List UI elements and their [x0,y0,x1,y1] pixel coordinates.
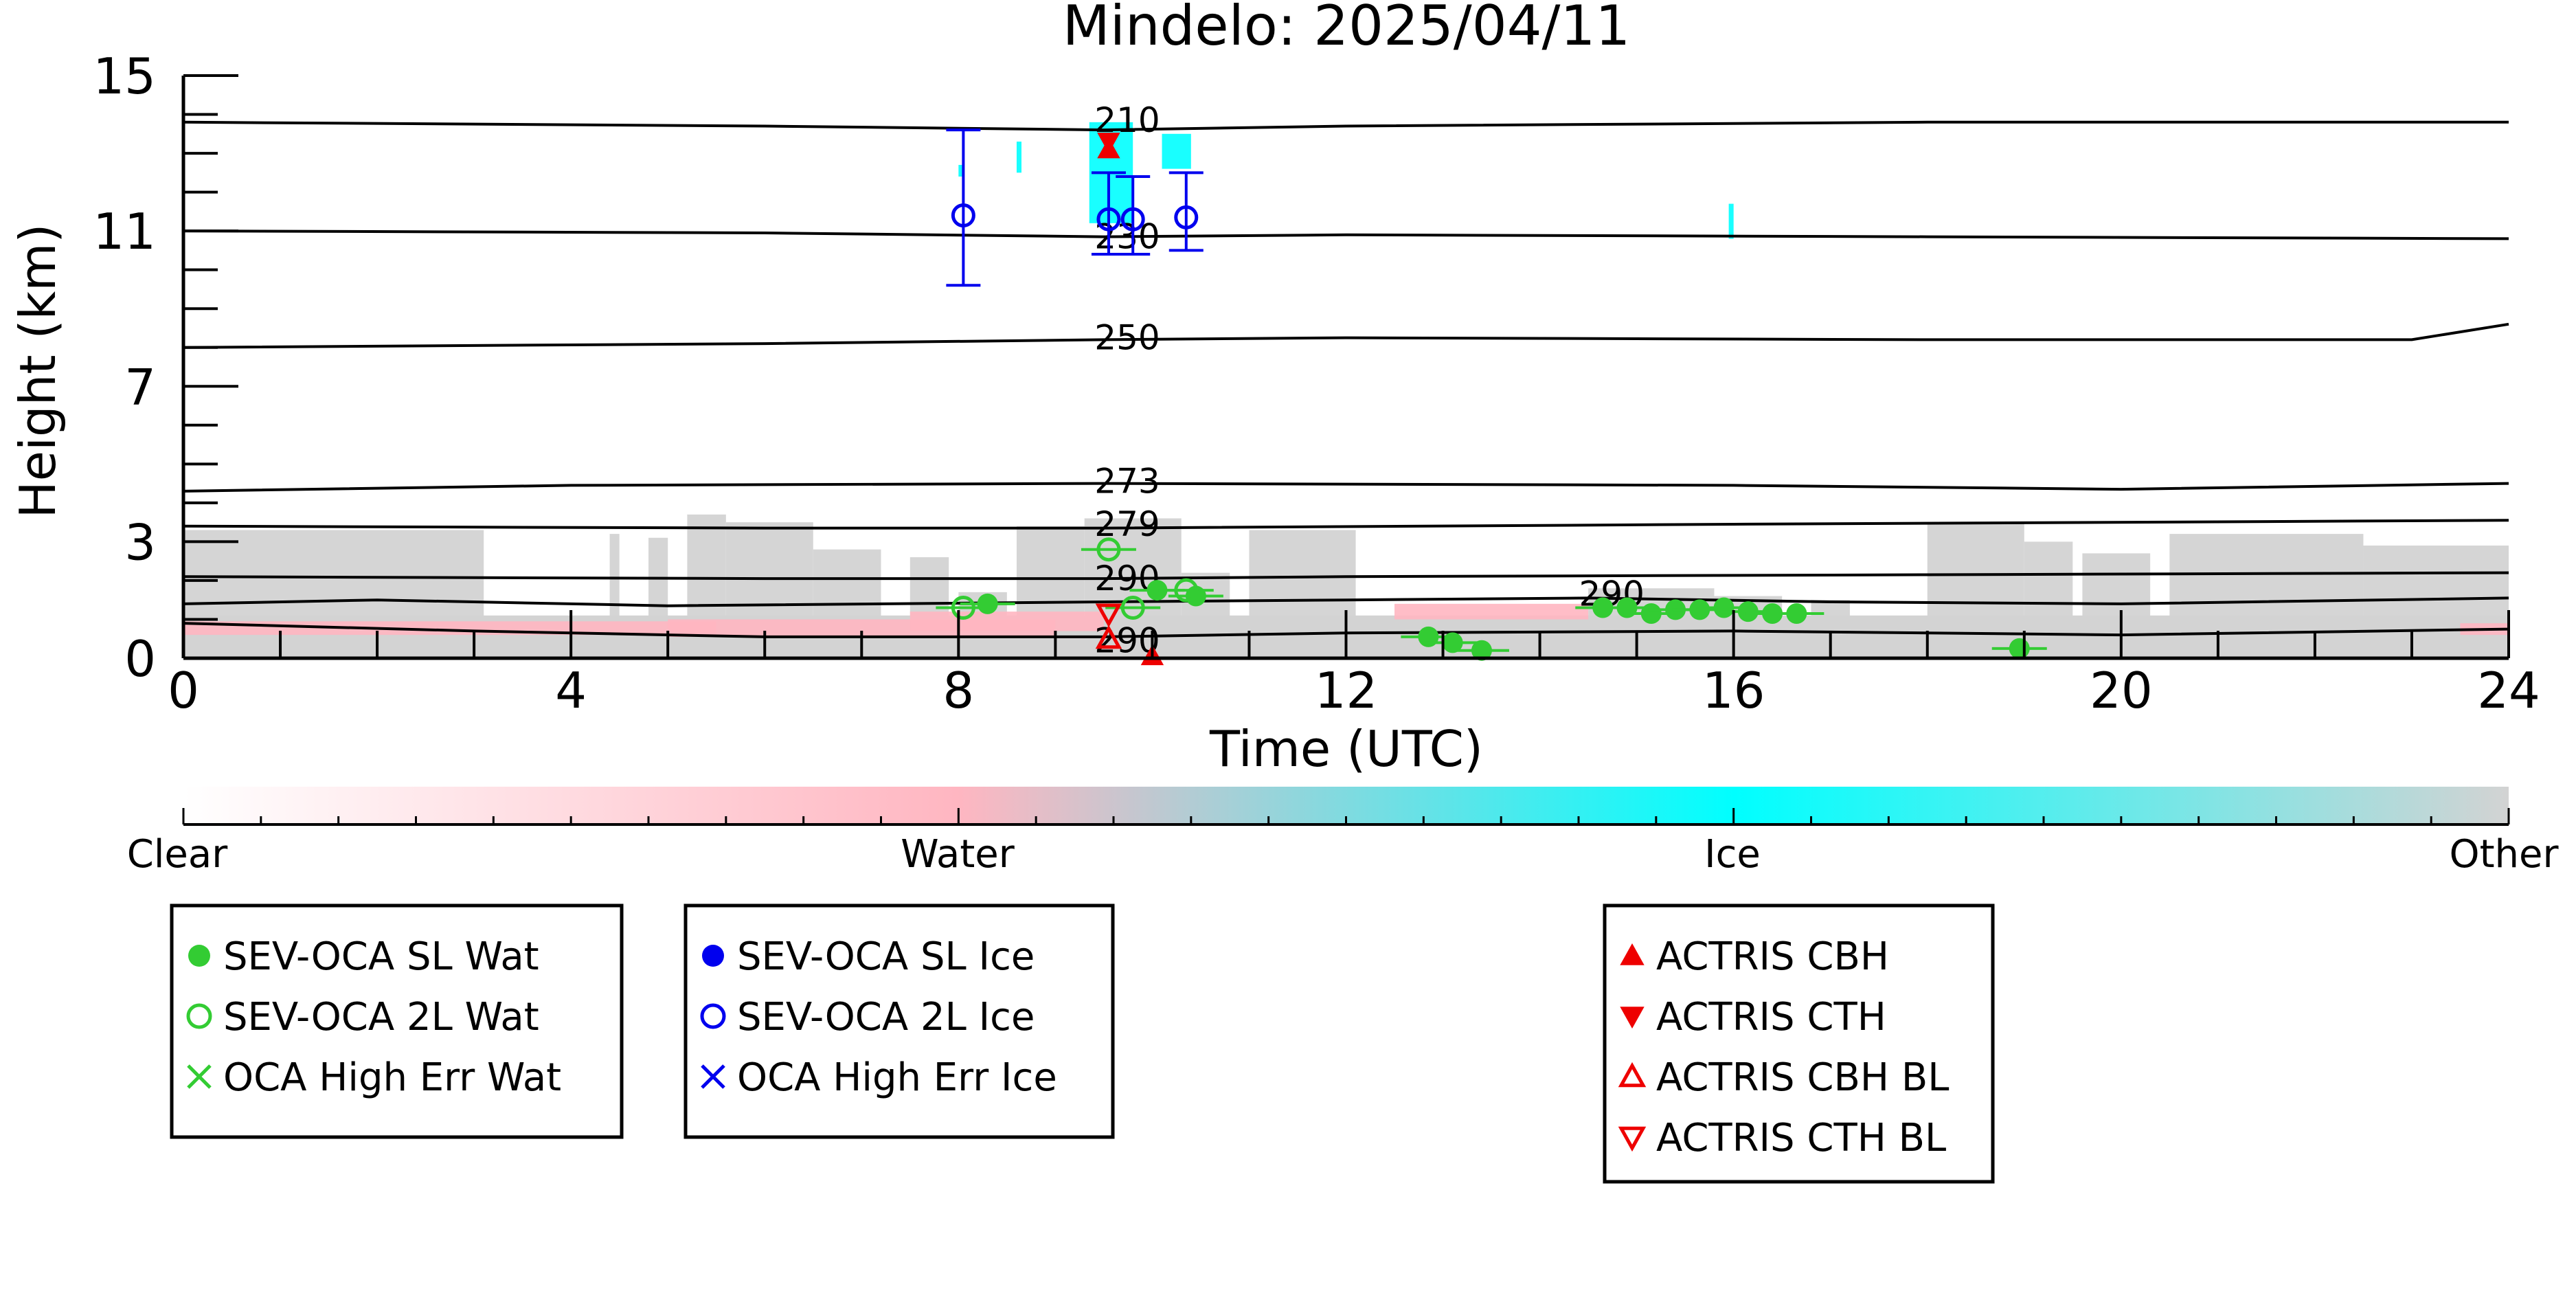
marker-sev-oca-2l-ice-2 [1120,207,1145,232]
contour-line-290-5 [183,571,2509,581]
marker-actris-cth-0 [1097,133,1120,154]
contour-line-230-1 [183,229,2509,240]
marker-sev-oca-sl-wat-9 [1689,599,1710,620]
legend-marker-actris-cth-bl [1618,1126,1647,1152]
legend-label-actris-cbh-bl: ACTRIS CBH BL [1656,1055,1949,1100]
contour-label-3: 273 [1094,462,1160,502]
legend-label-sev-oca-2l-wat: SEV-OCA 2L Wat [223,995,539,1040]
contour-line-290-7 [183,622,2509,638]
legend-label-sev-oca-sl-ice: SEV-OCA SL Ice [737,934,1035,979]
legend-marker-sev-oca-sl-wat [188,945,210,967]
marker-sev-oca-2l-wat-1 [1096,537,1121,562]
legend-label-actris-cth: ACTRIS CTH [1656,995,1886,1040]
marker-sev-oca-sl-wat-11 [1737,601,1759,622]
marker-sev-oca-sl-wat-0 [977,593,998,614]
x-tick-label-8: 8 [942,662,974,719]
contour-line-273-3 [183,482,2509,493]
contour-line-279-4 [183,519,2509,530]
colorbar-label-ice: Ice [1704,832,1761,877]
x-tick-label-20: 20 [2090,662,2153,719]
marker-sev-oca-2l-wat-0 [951,596,975,620]
y-axis-label: Height (km) [9,224,67,519]
marker-sev-oca-2l-ice-0 [951,203,975,228]
x-tick-label-4: 4 [555,662,587,719]
contour-line-290-6 [183,596,2509,607]
y-tick-label-7: 7 [124,358,156,416]
legend-label-actris-cbh: ACTRIS CBH [1656,934,1889,979]
cloud-ice-region-1 [1016,142,1022,173]
marker-sev-oca-sl-wat-6 [1616,597,1638,618]
marker-sev-oca-sl-wat-10 [1713,597,1735,618]
x-tick-label-12: 12 [1315,662,1378,719]
y-tick-label-0: 0 [124,630,156,688]
cloud-ice-region-0 [958,165,964,177]
cloud-water-region-3 [1394,603,1589,620]
contour-label-2: 250 [1094,317,1160,357]
colorbar: Clear Water Ice Other [127,787,2559,877]
legend-box-1 [683,903,1115,1139]
x-axis-label: Time (UTC) [1209,720,1483,778]
colorbar-ticks [182,808,2510,824]
colorbar-label-other: Other [2449,832,2559,877]
contour-label-4: 279 [1094,504,1160,544]
legend-marker-sev-oca-2l-wat [186,1003,212,1029]
x-tick-label-24: 24 [2477,662,2540,719]
contour-line-250-2 [183,322,2509,349]
y-tick-label-11: 11 [93,203,156,260]
marker-actris-cbh-bl-0 [1095,625,1122,649]
x-tick-label-16: 16 [1702,662,1765,719]
legend-group: SEV-OCA SL Wat SEV-OCA 2L Wat OCA High Err… [170,903,1995,1184]
legend-label-sev-oca-2l-ice: SEV-OCA 2L Ice [737,995,1035,1040]
contour-line-210-0 [183,120,2509,132]
marker-sev-oca-sl-wat-2 [1418,626,1439,647]
marker-sev-oca-2l-wat-2 [1120,596,1145,620]
data-markers [936,128,2047,666]
colorbar-label-clear: Clear [127,832,228,877]
marker-sev-oca-sl-wat-4 [1471,640,1492,661]
legend-marker-sev-oca-sl-ice [702,945,724,967]
cloud-water-region-2 [909,611,1104,631]
legend-box-0 [170,903,624,1139]
legend-marker-oca-high-err-wat [187,1064,212,1089]
legend-marker-sev-oca-2l-ice [700,1003,726,1029]
legend-label-sev-oca-sl-wat: SEV-OCA SL Wat [223,934,539,979]
marker-sev-oca-2l-wat-3 [1174,578,1199,603]
marker-sev-oca-2l-ice-1 [1096,207,1121,232]
legend-marker-actris-cbh-bl [1618,1062,1647,1088]
cloud-water-region-0 [183,621,716,636]
legend-label-actris-cth-bl: ACTRIS CTH BL [1656,1116,1946,1160]
plot-axes: 0 3 7 11 15 0 4 8 12 16 20 24 [93,47,2540,719]
legend-label-oca-high-err-wat: OCA High Err Wat [223,1055,561,1100]
marker-sev-oca-2l-ice-3 [1174,205,1199,229]
legend-marker-actris-cth [1620,1007,1645,1029]
y-tick-label-15: 15 [93,47,156,105]
legend-box-2 [1603,903,1995,1184]
marker-sev-oca-sl-wat-3 [1442,632,1463,653]
marker-actris-cth-bl-0 [1095,603,1122,628]
contour-label-1: 230 [1094,216,1160,256]
y-tick-label-3: 3 [124,513,156,571]
x-tick-label-0: 0 [168,662,199,719]
legend-marker-oca-high-err-ice [701,1064,725,1089]
cloud-ice-region-3 [1162,133,1191,169]
marker-sev-oca-sl-wat-14 [2009,638,2030,659]
colorbar-label-water: Water [901,832,1015,877]
marker-sev-oca-sl-wat-1 [1146,580,1168,601]
marker-sev-oca-sl-wat-13 [1786,603,1807,624]
cloud-ice-region-4 [1728,203,1734,239]
chart-title: Mindelo: 2025/04/11 [1063,0,1631,58]
marker-sev-oca-sl-wat-7 [1640,603,1662,624]
legend-marker-actris-cbh [1620,943,1645,965]
legend-label-oca-high-err-ice: OCA High Err Ice [737,1055,1057,1100]
